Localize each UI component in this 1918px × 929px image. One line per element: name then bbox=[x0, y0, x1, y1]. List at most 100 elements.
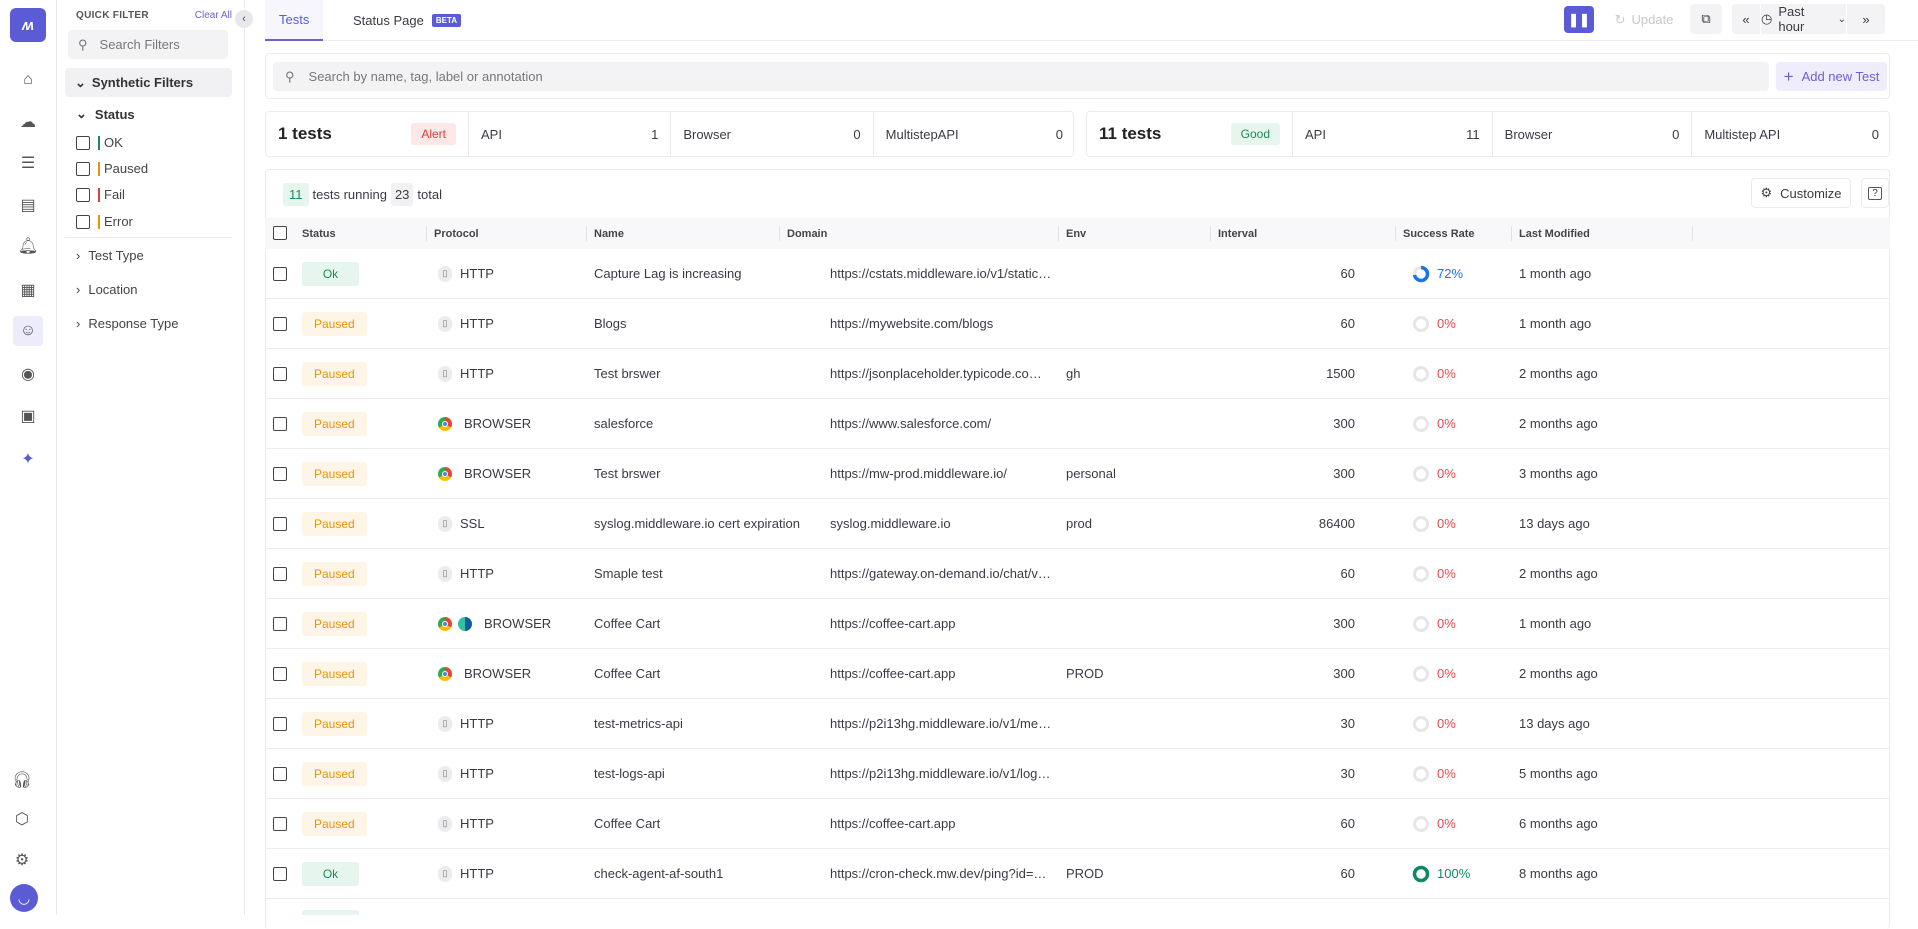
filter-section-test-type[interactable]: › Test Type bbox=[76, 248, 144, 263]
synthetic-filters-toggle[interactable]: ⌄ Synthetic Filters bbox=[65, 68, 232, 97]
integrations-box-icon[interactable]: ⬡ bbox=[15, 811, 29, 828]
tab-status-page[interactable]: Status Page BETA bbox=[339, 0, 475, 41]
test-name[interactable]: Capture Lag is increasing bbox=[594, 266, 742, 281]
table-row[interactable]: Paused ▯ HTTP test-metrics-api https://p2i13… bbox=[265, 699, 1890, 749]
row-checkbox[interactable] bbox=[273, 267, 287, 281]
test-name[interactable]: Coffee Cart bbox=[594, 666, 661, 681]
column-header-protocol[interactable]: Protocol bbox=[426, 218, 479, 249]
report-icon[interactable]: ▤ bbox=[20, 197, 36, 214]
row-checkbox[interactable] bbox=[273, 767, 287, 781]
test-env: PROD bbox=[1066, 666, 1104, 681]
ai-sparkle-icon[interactable]: ✦ bbox=[21, 451, 35, 468]
status-section-toggle[interactable]: ⌄ Status bbox=[76, 106, 135, 122]
row-checkbox[interactable] bbox=[273, 367, 287, 381]
table-row[interactable]: Ok ▯ HTTP Capture Lag is increasing https://… bbox=[265, 249, 1890, 299]
test-name[interactable]: Test brswer bbox=[594, 466, 661, 481]
api-plug-icon: ▯ bbox=[438, 565, 452, 582]
column-header-name[interactable]: Name bbox=[586, 218, 624, 249]
row-checkbox[interactable] bbox=[273, 867, 287, 881]
status-badge: Ok bbox=[302, 261, 359, 286]
test-name[interactable]: Coffee Cart bbox=[594, 816, 661, 831]
table-row[interactable]: Paused BROWSER salesforce https://www.sales… bbox=[265, 399, 1890, 449]
customize-button[interactable]: ⚙ Customize bbox=[1751, 178, 1851, 208]
test-name[interactable]: test-logs-api bbox=[594, 766, 665, 781]
rum-icon[interactable]: ◉ bbox=[21, 366, 35, 383]
table-row[interactable]: Paused ▯ HTTP Blogs https://mywebsite.com/bl… bbox=[265, 299, 1890, 349]
column-header-interval[interactable]: Interval bbox=[1210, 218, 1257, 249]
select-all-checkbox[interactable] bbox=[273, 226, 287, 240]
checkbox[interactable] bbox=[76, 161, 90, 176]
infrastructure-icon[interactable]: ☁ bbox=[20, 114, 36, 131]
table-row[interactable]: Paused BROWSER Coffee Cart https://coffee-c… bbox=[265, 599, 1890, 649]
test-name[interactable]: check-agent-af-south1 bbox=[594, 866, 724, 881]
checkbox[interactable] bbox=[76, 214, 90, 229]
logs-icon[interactable]: ☰ bbox=[20, 155, 36, 172]
row-checkbox[interactable] bbox=[273, 567, 287, 581]
status-badge: Paused bbox=[302, 511, 367, 536]
tab-tests[interactable]: Tests bbox=[265, 0, 324, 41]
pause-button[interactable]: ❚❚ bbox=[1564, 6, 1594, 33]
alert-icon[interactable]: 🔔︎ bbox=[17, 238, 39, 255]
row-checkbox[interactable] bbox=[273, 717, 287, 731]
avatar[interactable]: ◡ bbox=[10, 884, 38, 912]
synthetics-robot-icon[interactable]: ☺ bbox=[13, 316, 43, 346]
status-filter-fail[interactable]: Fail bbox=[76, 187, 125, 202]
row-checkbox[interactable] bbox=[273, 417, 287, 431]
table-row[interactable]: Paused ▯ HTTP Coffee Cart https://coffee-car… bbox=[265, 799, 1890, 849]
row-checkbox[interactable] bbox=[273, 617, 287, 631]
test-name[interactable]: Blogs bbox=[594, 316, 627, 331]
add-new-test-button[interactable]: + Add new Test bbox=[1776, 62, 1887, 91]
update-button[interactable]: ↻ Update bbox=[1614, 11, 1674, 28]
row-checkbox[interactable] bbox=[273, 467, 287, 481]
status-filter-ok[interactable]: OK bbox=[76, 135, 123, 150]
table-row[interactable]: Paused ▯ HTTP Smaple test https://gateway.on… bbox=[265, 549, 1890, 599]
filter-search-input[interactable]: ⚲ Search Filters bbox=[68, 30, 228, 59]
row-checkbox[interactable] bbox=[273, 817, 287, 831]
column-header-env[interactable]: Env bbox=[1058, 218, 1086, 249]
checkbox[interactable] bbox=[76, 135, 90, 150]
help-button[interactable]: ? bbox=[1861, 178, 1889, 208]
chip-icon[interactable]: ▣ bbox=[20, 408, 36, 425]
collapse-panel-button[interactable]: ‹ bbox=[235, 10, 253, 28]
status-filter-paused[interactable]: Paused bbox=[76, 161, 148, 176]
test-name[interactable]: salesforce bbox=[594, 416, 654, 431]
column-header-last-modified[interactable]: Last Modified bbox=[1511, 218, 1590, 249]
test-name[interactable]: test-metrics-api bbox=[594, 716, 683, 731]
time-range-select[interactable]: ◷ Past hour ⌄ bbox=[1761, 4, 1846, 34]
table-row[interactable]: Paused ▯ HTTP Test brswer https://jsonplaceh… bbox=[265, 349, 1890, 399]
column-header-success-rate[interactable]: Success Rate bbox=[1395, 218, 1475, 249]
filter-section-location[interactable]: › Location bbox=[76, 282, 138, 297]
support-headset-icon[interactable]: 🎧︎ bbox=[11, 772, 33, 789]
test-name[interactable]: syslog.middleware.io cert expiration bbox=[594, 516, 800, 531]
row-checkbox[interactable] bbox=[273, 667, 287, 681]
home-icon[interactable]: ⌂ bbox=[23, 71, 33, 88]
table-row[interactable]: Paused ▯ SSL syslog.middleware.io cert expi… bbox=[265, 499, 1890, 549]
column-header-domain[interactable]: Domain bbox=[779, 218, 827, 249]
column-header-status[interactable]: Status bbox=[302, 227, 336, 240]
test-search-input[interactable]: ⚲ Search by name, tag, label or annotati… bbox=[273, 62, 1769, 91]
chrome-icon bbox=[438, 616, 452, 631]
test-interval: 300 bbox=[1333, 416, 1355, 431]
checkbox[interactable] bbox=[76, 187, 90, 202]
previous-range-button[interactable]: « bbox=[1732, 4, 1760, 34]
row-checkbox[interactable] bbox=[273, 317, 287, 331]
row-checkbox[interactable] bbox=[273, 517, 287, 531]
middleware-logo[interactable]: ʍ bbox=[10, 8, 46, 42]
test-name[interactable]: Test brswer bbox=[594, 366, 661, 381]
column-divider bbox=[1395, 226, 1396, 241]
edge-icon bbox=[458, 616, 472, 631]
table-row[interactable]: Paused BROWSER Coffee Cart https://coffee-c… bbox=[265, 649, 1890, 699]
filter-section-response-type[interactable]: › Response Type bbox=[76, 316, 179, 331]
table-row[interactable]: Paused ▯ HTTP test-logs-api https://p2i13hg.… bbox=[265, 749, 1890, 799]
next-range-button[interactable]: » bbox=[1847, 4, 1885, 34]
dashboard-add-icon[interactable]: ▦ bbox=[20, 282, 36, 299]
clear-all-link[interactable]: Clear All bbox=[194, 10, 232, 21]
test-name[interactable]: Smaple test bbox=[594, 566, 663, 581]
test-name[interactable]: Coffee Cart bbox=[594, 616, 661, 631]
table-row[interactable]: Paused BROWSER Test brswer https://mw-prod.… bbox=[265, 449, 1890, 499]
copy-button[interactable]: ⧉ bbox=[1690, 4, 1722, 34]
settings-gear-icon[interactable]: ⚙ bbox=[14, 852, 30, 869]
table-row[interactable] bbox=[265, 899, 1890, 915]
table-row[interactable]: Ok ▯ HTTP check-agent-af-south1 https://cron… bbox=[265, 849, 1890, 899]
status-filter-error[interactable]: Error bbox=[76, 214, 133, 229]
